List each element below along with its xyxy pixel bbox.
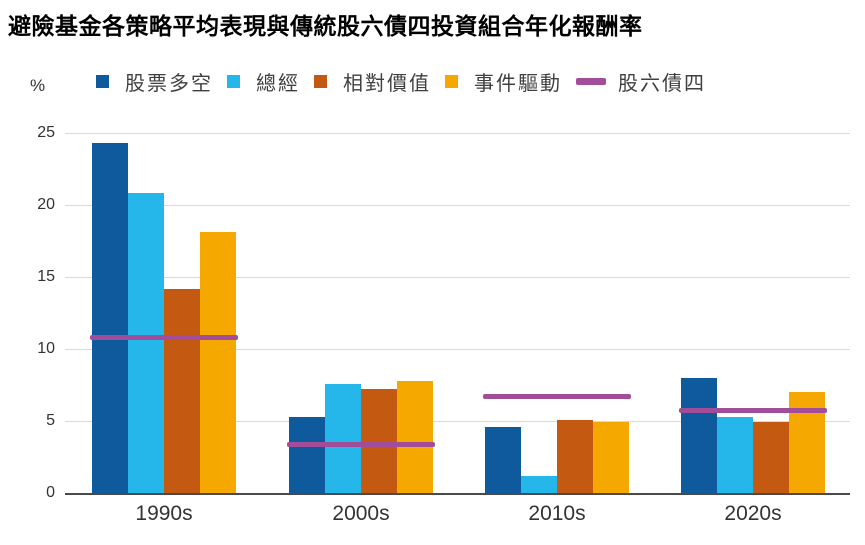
bar-總經-2010s	[521, 475, 557, 493]
bar-總經-2020s	[717, 416, 753, 493]
gridline	[65, 205, 850, 206]
bar-事件驅動-2020s	[789, 392, 825, 493]
chart-title: 避險基金各策略平均表現與傳統股六債四投資組合年化報酬率	[8, 13, 643, 39]
bar-事件驅動-1990s	[200, 232, 236, 493]
chart-legend: 股票多空 總經 相對價值 事件驅動 股六債四	[96, 66, 720, 96]
legend-item: 股六債四	[576, 67, 706, 96]
bar-股票多空-2010s	[485, 426, 521, 493]
legend-label: 相對價值	[343, 72, 431, 95]
bar-總經-2000s	[325, 383, 361, 493]
bar-相對價值-2020s	[753, 422, 789, 493]
bar-相對價值-2000s	[361, 389, 397, 493]
bar-相對價值-1990s	[164, 288, 200, 493]
legend-square-swatch	[314, 74, 327, 88]
legend-label: 股票多空	[125, 72, 213, 95]
gridline	[65, 133, 850, 134]
x-category-label: 2010s	[528, 502, 586, 525]
y-tick-label: 0	[46, 484, 55, 501]
plot-area	[65, 133, 850, 495]
gridline	[65, 277, 850, 278]
legend-square-swatch	[227, 74, 240, 88]
y-axis-unit-label: %	[30, 76, 46, 95]
benchmark-line-segment-2000s	[287, 441, 435, 447]
gridline	[65, 349, 850, 350]
bar-總經-1990s	[128, 193, 164, 493]
bar-事件驅動-2000s	[397, 380, 433, 493]
bar-股票多空-2020s	[681, 377, 717, 493]
legend-square-swatch	[96, 74, 109, 88]
x-category-label: 2020s	[724, 502, 782, 525]
bar-股票多空-2000s	[289, 416, 325, 493]
gridline	[65, 421, 850, 422]
benchmark-line-segment-2020s	[679, 408, 827, 414]
legend-item: 相對價值	[314, 67, 431, 96]
legend-label: 總經	[256, 72, 300, 95]
y-tick-label: 20	[37, 196, 55, 213]
legend-label: 事件驅動	[474, 72, 562, 95]
bar-相對價值-2010s	[557, 419, 593, 493]
y-tick-label: 25	[37, 124, 55, 141]
benchmark-line-segment-1990s	[90, 334, 238, 340]
x-category-label: 2000s	[332, 502, 390, 525]
y-tick-label: 5	[46, 412, 55, 429]
benchmark-line-segment-2010s	[483, 394, 631, 400]
legend-item: 總經	[227, 67, 300, 96]
legend-label: 股六債四	[618, 72, 706, 95]
legend-line-swatch	[576, 77, 606, 85]
bar-事件驅動-2010s	[593, 422, 629, 493]
y-tick-label: 15	[37, 268, 55, 285]
y-tick-label: 10	[37, 340, 55, 357]
legend-square-swatch	[445, 74, 458, 88]
x-category-label: 1990s	[135, 502, 193, 525]
legend-item: 事件驅動	[445, 67, 562, 96]
bar-股票多空-1990s	[92, 143, 128, 493]
legend-item: 股票多空	[96, 67, 213, 96]
